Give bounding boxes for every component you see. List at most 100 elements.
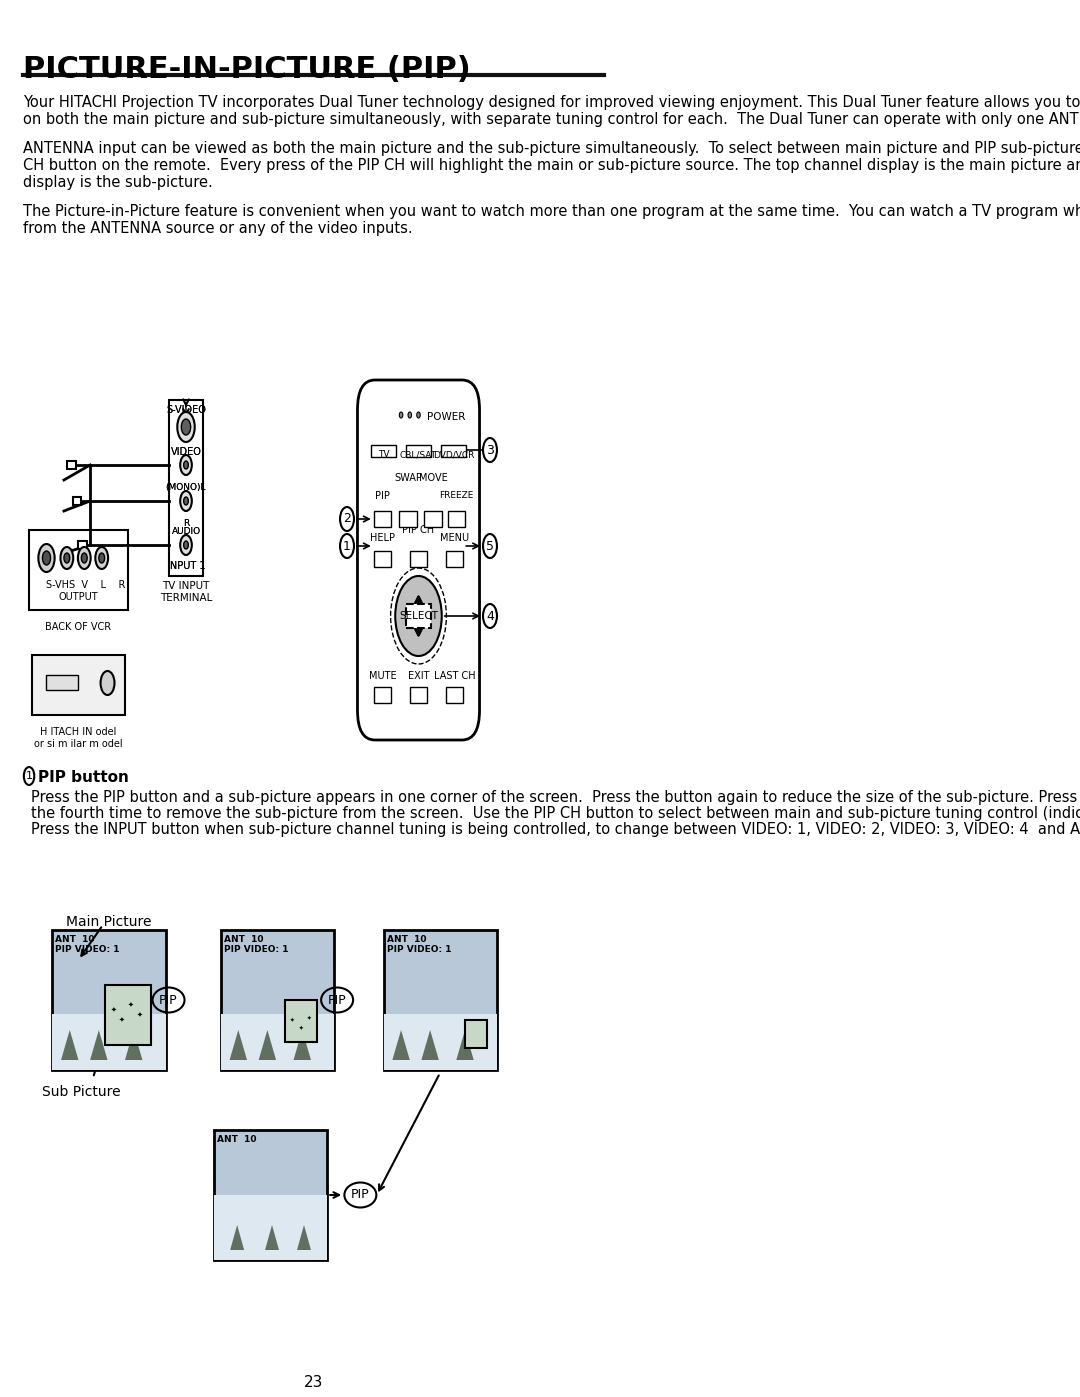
Circle shape (98, 553, 105, 563)
Circle shape (42, 550, 51, 564)
Text: POWER: POWER (428, 412, 465, 422)
Bar (46, 675, 79, 690)
Bar (446, 550, 463, 567)
Polygon shape (456, 1030, 474, 1060)
Polygon shape (230, 1030, 247, 1060)
Bar (447, 511, 465, 527)
Text: ✦: ✦ (289, 1017, 294, 1023)
Text: on both the main picture and sub-picture simultaneously, with separate tuning co: on both the main picture and sub-picture… (24, 112, 1080, 127)
Text: INPUT 1: INPUT 1 (166, 562, 205, 571)
Text: The Picture-in-Picture feature is convenient when you want to watch more than on: The Picture-in-Picture feature is conven… (24, 204, 1080, 219)
Text: ✦: ✦ (136, 1011, 143, 1018)
Text: or si m ilar m odel: or si m ilar m odel (35, 739, 123, 749)
Text: PIP CH: PIP CH (403, 525, 434, 535)
Circle shape (408, 412, 411, 418)
Text: 📱: 📱 (591, 22, 606, 47)
Text: PIP VIDEO: 1: PIP VIDEO: 1 (224, 944, 288, 954)
Circle shape (184, 541, 188, 549)
Circle shape (184, 497, 188, 504)
Text: VIDEO: VIDEO (171, 447, 202, 457)
Bar (285, 1000, 316, 1042)
Text: CH button on the remote.  Every press of the PIP CH will highlight the main or s: CH button on the remote. Every press of … (24, 158, 1080, 173)
Bar (409, 687, 428, 703)
Text: R: R (183, 520, 189, 528)
Text: Sub Picture: Sub Picture (42, 1085, 121, 1099)
Bar (105, 985, 151, 1045)
Text: AUDIO: AUDIO (172, 527, 201, 536)
Bar (406, 446, 431, 457)
Text: from the ANTENNA source or any of the video inputs.: from the ANTENNA source or any of the vi… (24, 221, 413, 236)
Circle shape (100, 671, 114, 694)
Polygon shape (230, 1225, 244, 1250)
Bar (52, 1014, 165, 1070)
Text: Your HITACHI Projection TV incorporates Dual Tuner technology designed for impro: Your HITACHI Projection TV incorporates … (24, 95, 1080, 110)
Circle shape (177, 412, 194, 441)
Text: ✦: ✦ (119, 1017, 125, 1023)
Text: VIDEO: VIDEO (171, 447, 202, 457)
Text: 1: 1 (26, 771, 32, 781)
Polygon shape (392, 1030, 409, 1060)
Polygon shape (421, 1030, 438, 1060)
Text: Press the PIP button and a sub-picture appears in one corner of the screen.  Pre: Press the PIP button and a sub-picture a… (31, 789, 1080, 805)
Polygon shape (62, 1030, 79, 1060)
Text: AUDIO: AUDIO (172, 527, 201, 536)
Text: ✦: ✦ (299, 1025, 303, 1031)
Circle shape (184, 461, 188, 469)
Bar (374, 511, 391, 527)
Text: INPUT 1: INPUT 1 (166, 562, 205, 571)
Text: TV INPUT: TV INPUT (162, 581, 210, 591)
Bar (406, 604, 431, 629)
Bar (374, 687, 391, 703)
Text: Press the INPUT button when sub-picture channel tuning is being controlled, to c: Press the INPUT button when sub-picture … (31, 821, 1080, 837)
Polygon shape (258, 1030, 276, 1060)
Bar (221, 930, 334, 1070)
Circle shape (395, 576, 442, 657)
Bar (370, 446, 396, 457)
Text: OUTPUT: OUTPUT (58, 592, 98, 602)
Text: LAST CH: LAST CH (434, 671, 475, 680)
Circle shape (81, 553, 87, 563)
Text: (MONO)L: (MONO)L (165, 483, 206, 492)
Bar (446, 687, 463, 703)
Text: ✦: ✦ (307, 1016, 311, 1020)
Polygon shape (125, 1030, 143, 1060)
Text: 2: 2 (343, 513, 351, 525)
Text: PIP: PIP (351, 1189, 369, 1201)
Circle shape (181, 419, 191, 434)
Text: S-VIDEO: S-VIDEO (166, 405, 206, 415)
Bar (214, 1194, 327, 1260)
Bar (374, 550, 391, 567)
Text: ANT  10: ANT 10 (224, 935, 264, 944)
Text: EXIT: EXIT (408, 671, 429, 680)
Text: R: R (183, 520, 189, 528)
Bar (214, 1130, 327, 1260)
Text: ✦: ✦ (127, 1002, 134, 1009)
Circle shape (417, 412, 420, 418)
Bar (383, 1014, 497, 1070)
Bar (221, 1014, 334, 1070)
Text: PIP VIDEO: 1: PIP VIDEO: 1 (387, 944, 451, 954)
Text: FREEZE: FREEZE (440, 490, 473, 500)
Bar (168, 400, 203, 576)
Text: TV: TV (378, 450, 390, 460)
Text: PIP VIDEO: 1: PIP VIDEO: 1 (55, 944, 120, 954)
Bar (52, 930, 165, 1070)
Text: SWAP: SWAP (394, 474, 422, 483)
Bar (32, 655, 125, 715)
Bar (424, 511, 442, 527)
Circle shape (78, 548, 91, 569)
Text: display is the sub-picture.: display is the sub-picture. (24, 175, 213, 190)
Bar (29, 529, 127, 610)
Bar (465, 1020, 487, 1048)
Text: MOVE: MOVE (419, 474, 447, 483)
Text: H ITACH IN odel: H ITACH IN odel (40, 726, 117, 738)
Text: S-VHS  V    L    R: S-VHS V L R (46, 580, 126, 590)
Bar (79, 541, 87, 549)
Text: BACK OF VCR: BACK OF VCR (45, 622, 111, 631)
Bar (400, 511, 417, 527)
Text: the fourth time to remove the sub-picture from the screen.  Use the PIP CH butto: the fourth time to remove the sub-pictur… (31, 806, 1080, 821)
Text: DVD/VCR: DVD/VCR (433, 450, 474, 460)
Text: 3: 3 (486, 443, 494, 457)
Bar (441, 446, 467, 457)
Text: Main Picture: Main Picture (66, 915, 151, 929)
